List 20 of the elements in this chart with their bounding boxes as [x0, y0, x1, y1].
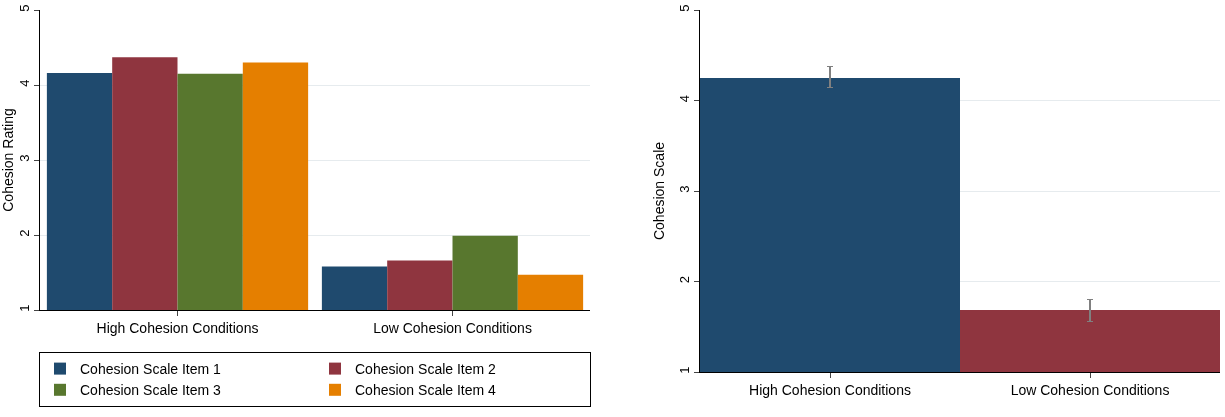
- x-tick-label: High Cohesion Conditions: [749, 381, 911, 398]
- x-tick-label: High Cohesion Conditions: [96, 319, 259, 336]
- y-tick-label: 4: [676, 94, 692, 103]
- y-tick-label: 4: [16, 79, 32, 87]
- y-axis-title: Cohesion Scale: [651, 141, 668, 241]
- y-tick-label: 5: [16, 4, 32, 12]
- y-tick-label: 1: [676, 366, 692, 374]
- legend-label: Cohesion Scale Item 4: [355, 382, 497, 399]
- y-tick-label: 3: [16, 154, 32, 162]
- legend-label: Cohesion Scale Item 1: [80, 361, 222, 378]
- y-tick-label: 1: [16, 304, 32, 312]
- x-tick-label: Low Cohesion Conditions: [1010, 381, 1170, 398]
- y-tick-label: 2: [676, 275, 692, 284]
- y-axis-title: Cohesion Rating: [0, 108, 16, 212]
- x-tick-label: Low Cohesion Conditions: [373, 319, 532, 336]
- legend-label: Cohesion Scale Item 3: [80, 382, 222, 399]
- y-tick-label: 2: [16, 229, 32, 237]
- legend-label: Cohesion Scale Item 2: [355, 361, 497, 378]
- y-tick-label: 5: [676, 4, 692, 12]
- y-tick-label: 3: [676, 185, 692, 193]
